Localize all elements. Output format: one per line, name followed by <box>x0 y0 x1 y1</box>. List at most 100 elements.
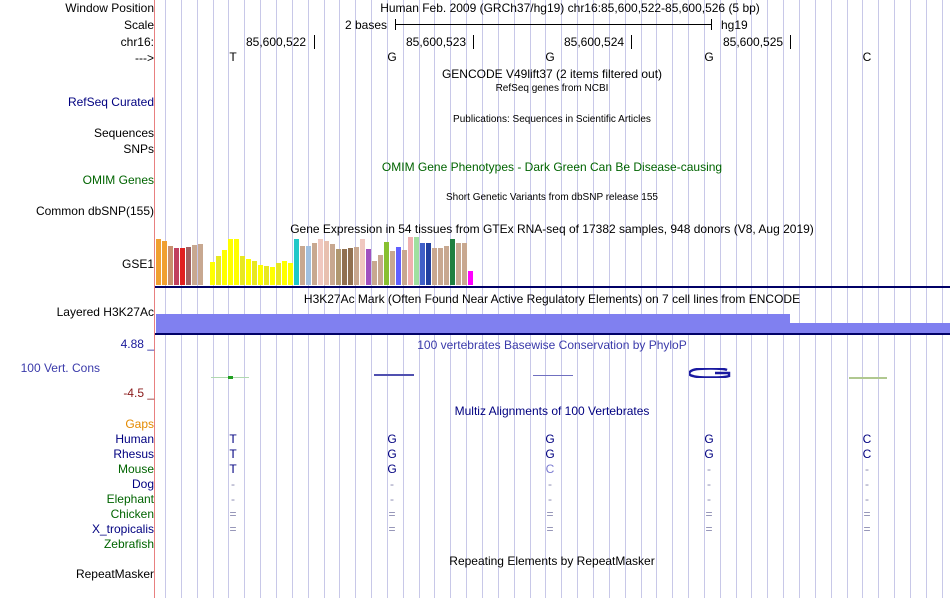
track-title-gtex[interactable]: Gene Expression in 54 tissues from GTEx … <box>290 222 814 236</box>
gtex-bar[interactable] <box>258 265 263 285</box>
phylop-mark <box>374 374 414 376</box>
track-title-h3k27ac[interactable]: H3K27Ac Mark (Often Found Near Active Re… <box>303 292 801 306</box>
track-title-repeatmasker[interactable]: Repeating Elements by RepeatMasker <box>449 554 655 568</box>
label-dbsnp[interactable]: Common dbSNP(155) <box>35 204 154 218</box>
gtex-bar[interactable] <box>468 271 473 285</box>
gtex-bar[interactable] <box>378 255 383 285</box>
gtex-bar[interactable] <box>234 239 239 285</box>
gtex-bar[interactable] <box>216 256 221 285</box>
species-label[interactable]: Elephant <box>106 492 154 506</box>
gtex-bar[interactable] <box>390 251 395 285</box>
gtex-bar[interactable] <box>426 243 431 285</box>
gtex-bar[interactable] <box>402 250 407 285</box>
gtex-bar[interactable] <box>252 261 257 285</box>
gtex-bar[interactable] <box>276 263 281 285</box>
label-strand[interactable]: ---> <box>135 51 154 65</box>
species-label[interactable]: X_tropicalis <box>91 522 154 536</box>
species-label[interactable]: Rhesus <box>113 447 154 461</box>
gtex-bar[interactable] <box>288 263 293 285</box>
gtex-bar[interactable] <box>168 246 173 285</box>
species-label[interactable]: Zebrafish <box>103 537 154 551</box>
gtex-bar[interactable] <box>354 247 359 285</box>
gtex-bar[interactable] <box>318 239 323 285</box>
gtex-bar[interactable] <box>384 242 389 285</box>
track-title-dbsnp[interactable]: Short Genetic Variants from dbSNP releas… <box>446 192 658 203</box>
gtex-bar[interactable] <box>420 243 425 285</box>
gtex-bar[interactable] <box>348 248 353 285</box>
label-refseq[interactable]: RefSeq Curated <box>67 95 154 109</box>
gtex-bar[interactable] <box>270 267 275 285</box>
gtex-bar[interactable] <box>222 250 227 285</box>
track-title-multiz[interactable]: Multiz Alignments of 100 Vertebrates <box>454 404 650 418</box>
track-title-publications[interactable]: Publications: Sequences in Scientific Ar… <box>453 114 651 125</box>
species-label[interactable]: Chicken <box>110 507 154 521</box>
label-gaps[interactable]: Gaps <box>125 417 154 431</box>
species-label[interactable]: Dog <box>131 477 154 491</box>
gtex-bar[interactable] <box>198 244 203 285</box>
guide-line <box>720 0 721 598</box>
track-title-omim[interactable]: OMIM Gene Phenotypes - Dark Green Can Be… <box>381 160 723 174</box>
guide-line <box>466 0 467 598</box>
phylop-g-logo <box>689 368 731 378</box>
gtex-bar[interactable] <box>450 239 455 285</box>
guide-line <box>514 0 515 598</box>
gtex-bar[interactable] <box>342 249 347 285</box>
label-h3k27ac[interactable]: Layered H3K27Ac <box>56 305 154 319</box>
gtex-bar[interactable] <box>240 256 245 285</box>
gtex-bar[interactable] <box>264 266 269 285</box>
phylop-mark <box>849 377 887 379</box>
label-cons[interactable]: 100 Vert. Cons <box>20 361 100 375</box>
alignment-base: = <box>705 522 713 536</box>
guide-line <box>450 0 451 598</box>
gtex-bar[interactable] <box>306 246 311 285</box>
guide-line <box>625 0 626 598</box>
label-repeatmasker[interactable]: RepeatMasker <box>75 567 154 581</box>
gtex-bar[interactable] <box>438 248 443 285</box>
guide-line <box>498 0 499 598</box>
species-label[interactable]: Human <box>115 432 154 446</box>
gtex-bar[interactable] <box>366 249 371 285</box>
gtex-bar[interactable] <box>330 244 335 285</box>
scale-bar-left-tick <box>395 19 396 30</box>
gtex-bar[interactable] <box>372 261 377 285</box>
gtex-bar[interactable] <box>444 246 449 285</box>
label-sequences[interactable]: Sequences <box>93 126 154 140</box>
gtex-bar-chart[interactable] <box>156 237 536 285</box>
gtex-bar[interactable] <box>456 243 461 285</box>
gtex-bar[interactable] <box>432 248 437 285</box>
guide-line <box>276 0 277 598</box>
gtex-bar[interactable] <box>360 239 365 285</box>
gtex-bar[interactable] <box>228 239 233 285</box>
label-gse1[interactable]: GSE1 <box>121 257 154 271</box>
gtex-bar[interactable] <box>312 243 317 285</box>
gtex-bar[interactable] <box>192 245 197 285</box>
gtex-bar[interactable] <box>210 262 215 285</box>
gtex-bar[interactable] <box>246 259 251 285</box>
track-title-refseq[interactable]: RefSeq genes from NCBI <box>495 83 609 94</box>
gtex-bar[interactable] <box>180 248 185 285</box>
gtex-bar[interactable] <box>336 249 341 285</box>
guide-line <box>197 0 198 598</box>
label-snps[interactable]: SNPs <box>123 142 154 156</box>
label-omim[interactable]: OMIM Genes <box>82 173 154 187</box>
gtex-bar[interactable] <box>300 246 305 285</box>
gtex-bar[interactable] <box>156 239 161 285</box>
guide-line <box>213 0 214 598</box>
gtex-bar[interactable] <box>186 247 191 285</box>
species-label[interactable]: Mouse <box>117 462 154 476</box>
h3k27ac-signal[interactable] <box>156 314 950 333</box>
guide-line <box>656 0 657 598</box>
gtex-bar[interactable] <box>174 248 179 285</box>
gtex-bar[interactable] <box>414 237 419 285</box>
gtex-bar[interactable] <box>462 243 467 285</box>
gtex-bar[interactable] <box>282 261 287 285</box>
track-title-phylop[interactable]: 100 vertebrates Basewise Conservation by… <box>417 338 687 352</box>
gtex-bar[interactable] <box>396 247 401 285</box>
track-title-gencode[interactable]: GENCODE V49lift37 (2 items filtered out) <box>441 67 663 81</box>
gtex-bar[interactable] <box>162 241 167 285</box>
gtex-bar[interactable] <box>294 239 299 285</box>
guide-line <box>799 0 800 598</box>
gtex-bar[interactable] <box>324 241 329 285</box>
guide-line <box>339 0 340 598</box>
gtex-bar[interactable] <box>408 237 413 285</box>
